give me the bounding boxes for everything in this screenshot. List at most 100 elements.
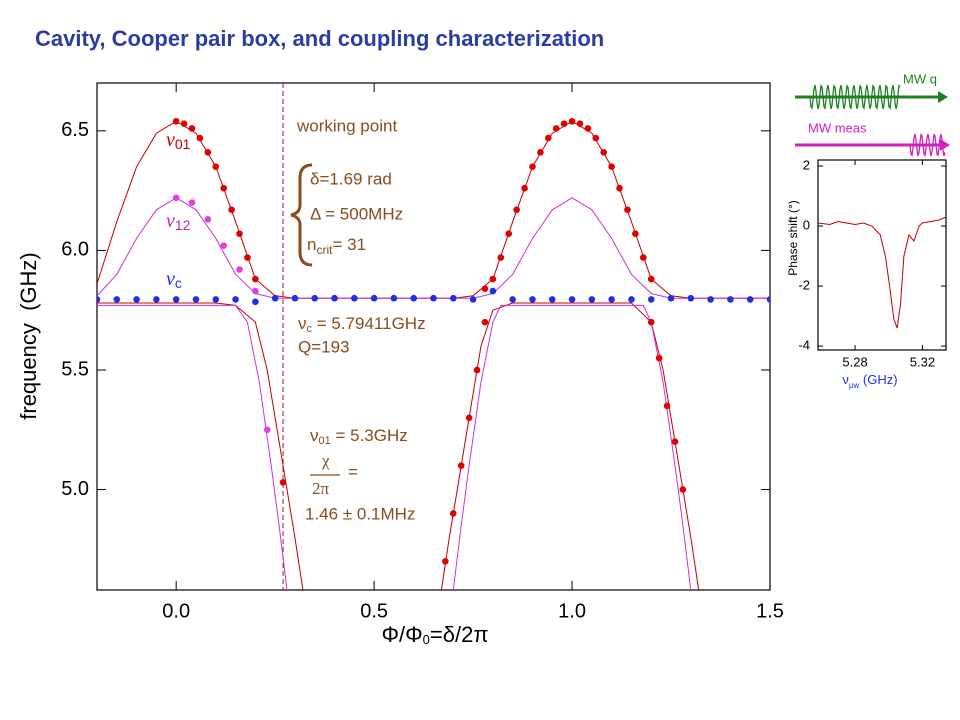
y-tick-label: 6.5 (61, 119, 89, 141)
data-point (311, 294, 319, 302)
data-point (509, 296, 516, 303)
mw-meas-wave (909, 133, 946, 157)
curve (452, 304, 692, 590)
data-point (647, 318, 655, 326)
data-point (331, 294, 338, 302)
y-tick-label: 5.0 (61, 478, 89, 500)
mw-q-arrow (938, 91, 948, 103)
data-point (746, 296, 754, 303)
data-point (410, 294, 418, 302)
data-point (497, 254, 505, 261)
mw-q-wave (809, 84, 901, 110)
data-point (560, 120, 568, 127)
chi-value: 1.46 ± 0.1MHz (305, 504, 415, 523)
data-point (442, 558, 449, 565)
data-point (133, 296, 140, 303)
data-point (505, 230, 513, 237)
data-point (449, 510, 457, 517)
data-point (172, 117, 180, 125)
data-point (228, 206, 235, 214)
curve-labels: ν01 ν12 νc (166, 129, 191, 291)
data-point (537, 149, 544, 156)
detuning-label: Δ = 500MHz (310, 204, 403, 223)
data-point (707, 296, 714, 303)
data-point (513, 206, 520, 214)
mw-diagram: MW q MW meas (795, 71, 950, 157)
nu12-curve-label: ν12 (166, 210, 191, 233)
data-point (430, 294, 437, 302)
data-point (204, 216, 212, 223)
y-tick-label: -2 (798, 278, 810, 293)
working-point-label: working point (296, 116, 397, 135)
q-label: Q=193 (298, 337, 350, 356)
data-point (220, 242, 227, 249)
curve (97, 302, 304, 590)
data-point (640, 254, 647, 261)
data-point (370, 294, 378, 302)
data-point (632, 230, 639, 237)
data-point (568, 117, 576, 125)
data-point (263, 426, 271, 434)
x-tick-label: 1.0 (558, 600, 586, 622)
curve (97, 120, 770, 299)
data-point (153, 296, 160, 303)
data-point (351, 294, 358, 302)
data-point (473, 366, 481, 374)
data-point (244, 254, 251, 261)
data-point (663, 402, 671, 410)
mw-meas-label: MW meas (808, 120, 867, 135)
data-point (204, 149, 212, 156)
data-point (568, 296, 576, 303)
data-point (489, 275, 497, 283)
curve (818, 216, 946, 329)
data-point (624, 206, 631, 214)
x-tick-label: 0.5 (360, 600, 388, 622)
x-tick-label: 0.0 (162, 600, 190, 622)
chart: 0.0 0.5 1.0 1.5 5.0 5.5 6.0 6.5 frequency (GHz) Φ… (16, 82, 784, 647)
curve (97, 304, 288, 590)
data-point (548, 296, 556, 303)
data-point (687, 294, 695, 302)
data-point (616, 184, 623, 192)
delta-label: δ=1.69 rad (310, 169, 392, 188)
data-point (667, 294, 675, 302)
x-tick-label: 5.28 (842, 354, 867, 369)
data-point (469, 296, 477, 303)
data-point (212, 163, 220, 171)
data-point (113, 296, 121, 303)
data-point (212, 296, 220, 303)
data-point (481, 285, 489, 292)
y-tick-label: 0 (803, 217, 810, 232)
data-point (671, 438, 679, 446)
nu01-label: ν01 = 5.3GHz (310, 426, 408, 446)
y-tick-label: 2 (803, 157, 810, 172)
data-point (608, 296, 615, 303)
data-point (592, 134, 600, 142)
data-point (465, 414, 473, 422)
data-point (172, 296, 180, 303)
data-point (279, 479, 287, 486)
curve (97, 197, 770, 299)
data-point (192, 296, 200, 303)
chart: 5.28 5.32 2 0 -2 -4 Phase shift (°) νμw (GHz) (786, 157, 947, 390)
data-point (647, 275, 655, 283)
data-point (608, 163, 615, 171)
data-point (196, 134, 204, 142)
annotations: working point δ=1.69 rad Δ = 500MHz ncri… (290, 116, 426, 523)
data-point (172, 194, 180, 202)
data-point (457, 462, 465, 469)
data-point (529, 296, 536, 303)
y-tick-label: 5.5 (61, 358, 89, 380)
data-point (552, 125, 560, 132)
data-point (545, 134, 552, 142)
data-point (390, 294, 398, 302)
data-point (232, 296, 239, 303)
chi-numerator: χ (321, 451, 330, 470)
mw-q-label: MW q (903, 71, 937, 86)
plot-frame (96, 82, 771, 591)
ncrit-label: ncrit= 31 (307, 235, 366, 257)
plot-frame (817, 159, 947, 351)
data-point (252, 298, 259, 306)
data-point (220, 184, 227, 192)
